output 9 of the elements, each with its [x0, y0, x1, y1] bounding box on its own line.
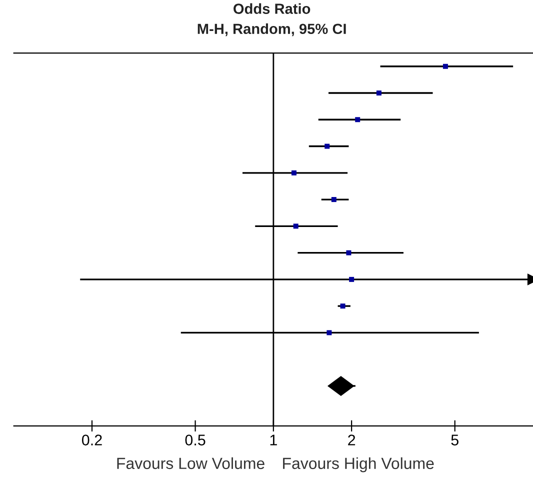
x-tick-label: 2	[348, 434, 356, 446]
x-tick-label: 1	[270, 434, 277, 446]
text: Favours High Volume	[283, 457, 434, 472]
x-tick-label: 0.5	[185, 434, 206, 446]
x-tick-label: 5	[451, 434, 458, 446]
text: Favours Low Volume	[117, 457, 264, 470]
chart-title: Odds Ratio	[234, 3, 310, 14]
chart-subtitle: M-H, Random, 95% CI	[198, 23, 346, 36]
x-tick-label: 0.2	[82, 434, 102, 446]
